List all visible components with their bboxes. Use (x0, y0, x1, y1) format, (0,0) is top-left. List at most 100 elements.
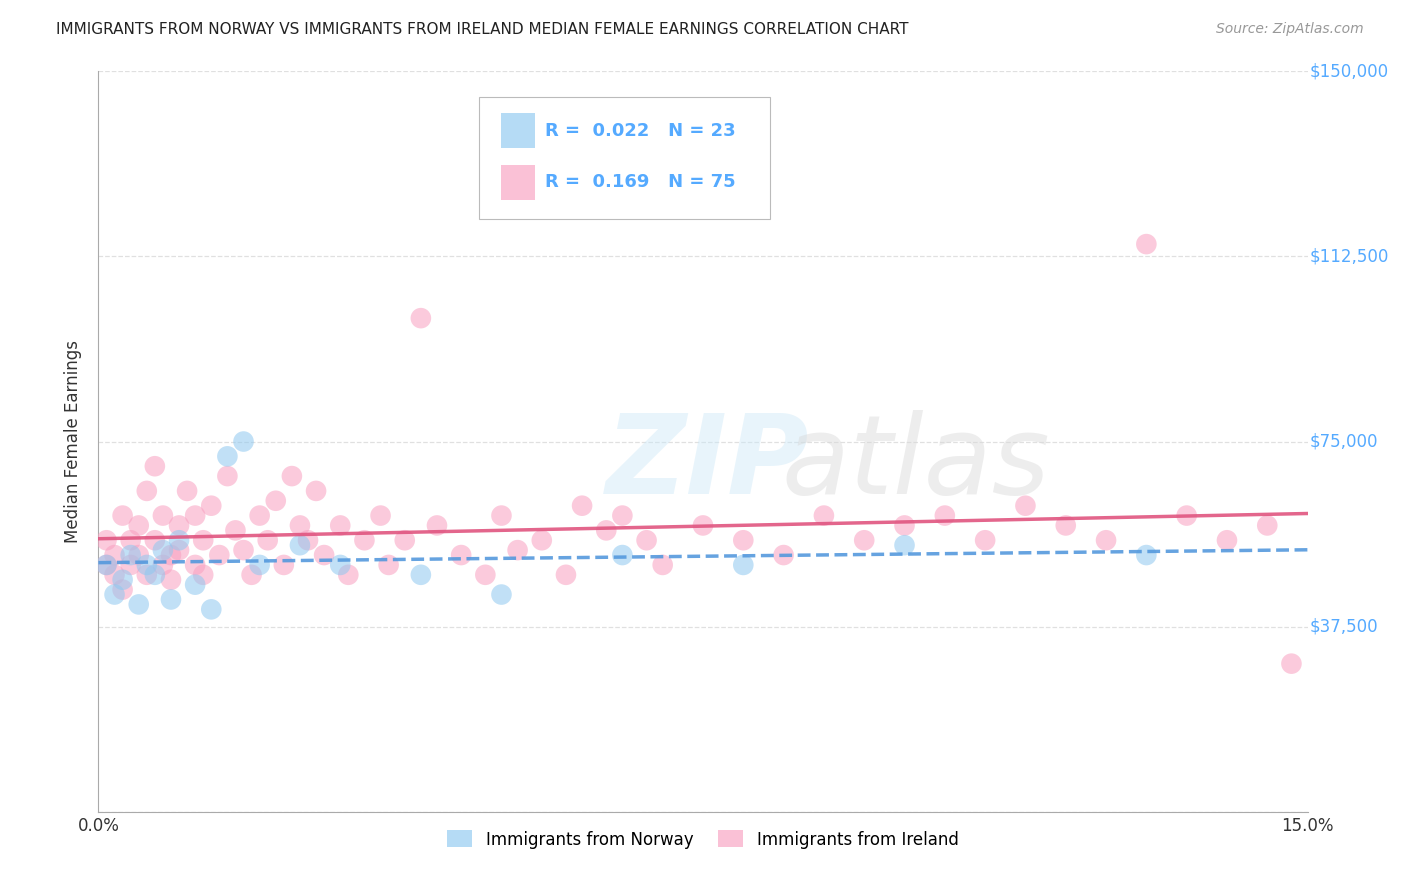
Point (200, 602, 222, 616)
Point (103, 588, 125, 602)
Text: R =  0.022   N = 23: R = 0.022 N = 23 (544, 121, 735, 139)
Point (128, 598, 150, 612)
Point (853, 533, 876, 548)
Text: R =  0.169   N = 75: R = 0.169 N = 75 (544, 173, 735, 192)
Point (329, 558, 352, 572)
Point (288, 538, 311, 552)
Text: $75,000: $75,000 (1310, 433, 1378, 450)
Point (733, 533, 755, 548)
Point (305, 483, 328, 498)
Point (571, 499, 593, 513)
Text: Source: ZipAtlas.com: Source: ZipAtlas.com (1216, 22, 1364, 37)
Point (555, 567, 578, 582)
FancyBboxPatch shape (501, 112, 534, 148)
Point (377, 558, 399, 572)
Point (135, 567, 157, 582)
Point (103, 548, 125, 562)
Point (120, 548, 142, 562)
Point (193, 533, 215, 548)
Point (893, 518, 915, 533)
Point (143, 533, 166, 548)
Point (111, 508, 134, 523)
Point (491, 588, 513, 602)
Point (103, 567, 125, 582)
Point (184, 558, 207, 572)
Point (208, 548, 231, 562)
Point (651, 558, 673, 572)
Point (612, 548, 634, 562)
Text: $112,500: $112,500 (1310, 247, 1389, 266)
Point (96, 533, 118, 548)
Point (128, 518, 150, 533)
Text: IMMIGRANTS FROM NORWAY VS IMMIGRANTS FROM IRELAND MEDIAN FEMALE EARNINGS CORRELA: IMMIGRANTS FROM NORWAY VS IMMIGRANTS FRO… (56, 22, 908, 37)
Point (143, 459, 166, 474)
Y-axis label: Median Female Earnings: Median Female Earnings (65, 340, 83, 543)
Point (224, 524, 246, 538)
Point (273, 558, 295, 572)
Point (612, 508, 634, 523)
Point (288, 518, 311, 533)
Point (506, 543, 529, 558)
Point (1175, 508, 1198, 523)
Text: atlas: atlas (782, 410, 1050, 517)
Point (193, 567, 215, 582)
Point (200, 499, 222, 513)
Point (135, 483, 157, 498)
Point (143, 567, 166, 582)
Point (974, 533, 997, 548)
FancyBboxPatch shape (501, 165, 534, 200)
Text: ZIP: ZIP (606, 410, 810, 517)
Point (1014, 499, 1036, 513)
Point (111, 573, 134, 587)
Point (167, 533, 190, 548)
Point (1281, 657, 1303, 671)
Point (1256, 518, 1278, 533)
Point (934, 508, 956, 523)
Point (474, 567, 496, 582)
Legend: Immigrants from Norway, Immigrants from Ireland: Immigrants from Norway, Immigrants from … (440, 823, 966, 855)
Point (733, 558, 755, 572)
Point (1135, 548, 1157, 562)
Point (337, 567, 360, 582)
Point (329, 518, 352, 533)
Point (96, 558, 118, 572)
Point (1135, 237, 1157, 252)
Point (394, 533, 416, 548)
Point (595, 524, 617, 538)
Point (111, 582, 134, 597)
Point (692, 518, 714, 533)
Point (893, 538, 915, 552)
Point (176, 483, 198, 498)
Point (409, 311, 432, 326)
Point (184, 577, 207, 591)
Point (128, 548, 150, 562)
Point (314, 548, 336, 562)
Point (167, 543, 190, 558)
Point (813, 508, 835, 523)
Text: $37,500: $37,500 (1310, 617, 1379, 636)
Point (1216, 533, 1239, 548)
Point (217, 469, 239, 483)
FancyBboxPatch shape (479, 97, 769, 219)
Point (256, 533, 278, 548)
Point (135, 558, 157, 572)
Point (217, 450, 239, 464)
Point (184, 508, 207, 523)
Point (120, 558, 142, 572)
Point (1095, 533, 1118, 548)
Point (160, 548, 183, 562)
Point (249, 558, 271, 572)
Point (281, 469, 304, 483)
Point (152, 508, 174, 523)
Point (160, 573, 183, 587)
Point (370, 508, 392, 523)
Point (772, 548, 794, 562)
Point (297, 533, 319, 548)
Text: $150,000: $150,000 (1310, 62, 1389, 80)
Point (249, 508, 271, 523)
Point (426, 518, 449, 533)
Point (152, 558, 174, 572)
Point (160, 592, 183, 607)
Point (353, 533, 375, 548)
Point (96, 558, 118, 572)
